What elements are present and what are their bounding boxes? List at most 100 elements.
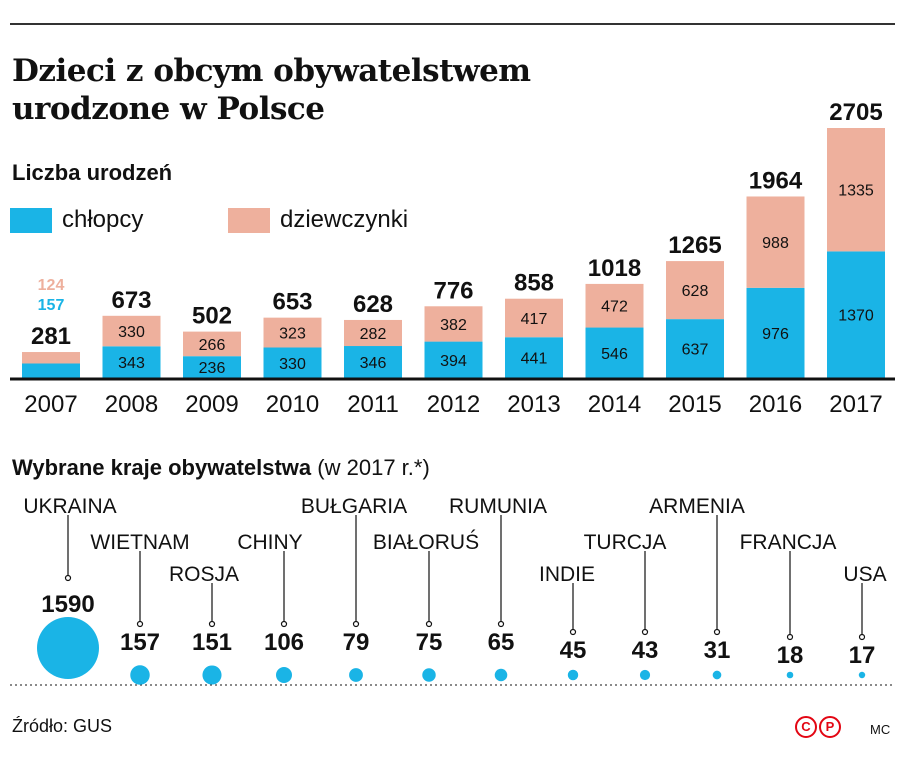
bar-total-2009: 502 (192, 303, 232, 330)
leader-dot-usa (858, 633, 866, 641)
leader-dot-armenia (713, 628, 721, 636)
x-tick-2008: 2008 (105, 391, 158, 418)
bar-label-boys-2007: 157 (38, 297, 65, 314)
bar-label-girls-2016: 988 (762, 235, 789, 252)
x-tick-2009: 2009 (185, 391, 238, 418)
bar-girls-2013 (505, 298, 563, 338)
bar-total-2008: 673 (111, 287, 151, 314)
legend-swatch-girls (228, 207, 270, 233)
bar-label-girls-2007: 124 (38, 277, 65, 294)
x-tick-2016: 2016 (749, 391, 802, 418)
bar-label-boys-2013: 441 (521, 351, 548, 368)
bar-label-girls-2011: 282 (360, 326, 387, 343)
top-rule (10, 23, 895, 25)
leader-dot-białoruś (425, 620, 433, 628)
bar-label-girls-2017: 1335 (838, 183, 874, 200)
chart-title: Dzieci z obcym obywatelstwem urodzone w … (12, 52, 531, 128)
leader-dot-rosja (208, 620, 216, 628)
bar-label-girls-2010: 323 (279, 326, 306, 343)
bar-boys-2012 (424, 341, 483, 378)
bar-label-girls-2013: 417 (521, 311, 548, 328)
country-value-bułgaria: 79 (343, 629, 370, 656)
bar-total-2010: 653 (272, 289, 312, 316)
bar-label-girls-2015: 628 (682, 283, 709, 300)
country-bubble-ukraina (37, 617, 99, 679)
countries-title: Wybrane kraje obywatelstwa (w 2017 r.*) (12, 455, 430, 481)
x-tick-2014: 2014 (588, 391, 641, 418)
bar-boys-2010 (263, 347, 322, 378)
country-value-turcja: 43 (632, 637, 659, 664)
x-tick-2010: 2010 (266, 391, 319, 418)
country-bubble-chiny (275, 666, 293, 684)
bar-boys-2014 (585, 327, 644, 378)
bar-total-2012: 776 (433, 277, 473, 304)
leader-dot-turcja (641, 628, 649, 636)
author-initials: MC (870, 722, 891, 737)
x-tick-2012: 2012 (427, 391, 480, 418)
countries-title-main: Wybrane kraje obywatelstwa (12, 455, 312, 480)
country-bubble-rosja (202, 665, 222, 685)
country-name-wietnam: WIETNAM (90, 531, 189, 554)
x-tick-2017: 2017 (829, 391, 882, 418)
bar-girls-2009 (183, 331, 241, 357)
country-bubble-usa (858, 671, 866, 679)
title-line-2: urodzone w Polsce (12, 91, 325, 127)
logo-letter-p: P (819, 716, 841, 738)
bar-girls-2015 (666, 261, 724, 320)
bar-boys-2007 (22, 363, 80, 378)
country-bubble-rumunia (494, 668, 508, 682)
bar-label-girls-2009: 266 (199, 337, 226, 354)
bar-girls-2011 (344, 319, 402, 347)
leader-dot-wietnam (136, 620, 144, 628)
bar-boys-2015 (666, 319, 724, 378)
chart-subtitle: Liczba urodzeń (12, 160, 173, 185)
bar-label-girls-2014: 472 (601, 299, 628, 316)
country-value-rumunia: 65 (488, 629, 515, 656)
bar-label-boys-2008: 343 (118, 355, 145, 372)
country-bubble-turcja (639, 669, 651, 681)
cp-logo: C P (795, 716, 841, 738)
bar-total-2014: 1018 (588, 255, 641, 282)
title-line-1: Dzieci z obcym obywatelstwem (12, 53, 531, 89)
bar-label-boys-2011: 346 (360, 355, 387, 372)
country-value-białoruś: 75 (416, 629, 443, 656)
bar-girls-2008 (102, 315, 161, 347)
country-value-armenia: 31 (704, 637, 731, 664)
country-name-indie: INDIE (539, 563, 595, 586)
births-bar-chart: 124 157 281 2007 343 330 673 2008 236 266 502 2009 3… (10, 99, 895, 418)
bar-total-2007: 281 (31, 323, 71, 350)
bar-label-boys-2012: 394 (440, 353, 467, 370)
bar-label-boys-2015: 637 (682, 342, 709, 359)
bar-girls-2012 (424, 306, 483, 342)
country-name-turcja: TURCJA (584, 531, 667, 554)
bar-boys-2016 (746, 287, 805, 378)
bar-label-girls-2008: 330 (118, 324, 145, 341)
bar-label-girls-2012: 382 (440, 317, 467, 334)
bar-girls-2016 (746, 196, 805, 288)
x-tick-2011: 2011 (347, 391, 399, 418)
countries-title-note: (w 2017 r.*) (317, 455, 430, 480)
country-name-rumunia: RUMUNIA (449, 495, 547, 518)
bar-total-2016: 1964 (749, 167, 803, 194)
country-name-armenia: ARMENIA (649, 495, 745, 518)
bar-label-boys-2014: 546 (601, 346, 628, 363)
country-value-francja: 18 (777, 642, 804, 669)
bar-total-2011: 628 (353, 291, 393, 318)
legend-item-boys: chłopcy (10, 206, 143, 234)
logo-letter-c: C (795, 716, 817, 738)
legend-label-boys: chłopcy (62, 206, 144, 233)
leader-dot-chiny (280, 620, 288, 628)
country-name-rosja: ROSJA (169, 563, 239, 586)
country-value-rosja: 151 (192, 629, 232, 656)
bar-label-boys-2010: 330 (279, 356, 306, 373)
bar-label-boys-2009: 236 (199, 360, 226, 377)
country-bubble-armenia (712, 670, 722, 680)
country-bubble-indie (567, 669, 579, 681)
bar-girls-2010 (263, 317, 322, 348)
country-bubble-bułgaria (349, 668, 363, 682)
bar-boys-2013 (505, 337, 563, 378)
country-value-ukraina: 1590 (41, 591, 94, 618)
bar-girls-2017 (827, 128, 885, 252)
leader-dot-francja (786, 633, 794, 641)
country-name-chiny: CHINY (237, 531, 302, 554)
